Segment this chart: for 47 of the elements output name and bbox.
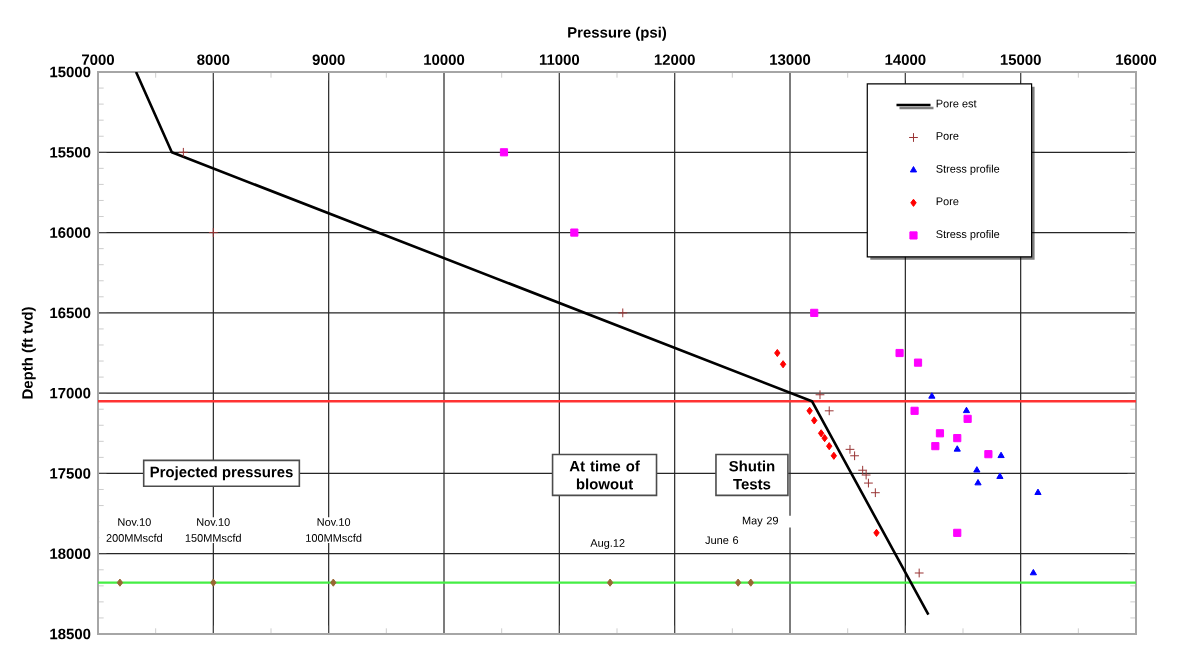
point <box>826 442 833 451</box>
point <box>861 470 872 480</box>
point <box>815 389 825 400</box>
point <box>811 416 818 425</box>
point <box>499 148 509 157</box>
point <box>913 358 923 367</box>
point <box>962 406 971 414</box>
point <box>1034 488 1042 495</box>
point <box>845 444 855 455</box>
point <box>928 392 936 399</box>
point <box>817 429 825 438</box>
point <box>974 478 982 486</box>
point <box>606 578 614 587</box>
point <box>570 228 579 237</box>
point <box>830 451 838 460</box>
point <box>821 434 828 443</box>
point <box>330 578 337 587</box>
point <box>824 405 835 416</box>
point <box>806 406 813 415</box>
point <box>774 348 781 358</box>
point <box>210 578 217 587</box>
point <box>849 450 860 461</box>
point <box>779 360 787 369</box>
point <box>963 414 972 423</box>
point <box>1029 568 1037 576</box>
point <box>208 227 219 238</box>
point <box>870 487 881 498</box>
point <box>734 578 742 587</box>
point <box>914 568 925 578</box>
point <box>973 466 981 473</box>
point <box>984 450 993 459</box>
point <box>895 348 904 358</box>
point <box>617 307 628 318</box>
point <box>997 451 1005 459</box>
point <box>178 147 189 158</box>
point <box>873 528 880 537</box>
point <box>747 578 754 587</box>
point <box>810 308 819 317</box>
point <box>116 578 124 587</box>
point <box>953 528 962 537</box>
point <box>863 478 874 488</box>
point <box>931 442 940 451</box>
point <box>953 445 961 452</box>
point <box>935 429 945 438</box>
point <box>910 406 919 415</box>
point <box>996 472 1004 479</box>
point <box>953 434 962 443</box>
